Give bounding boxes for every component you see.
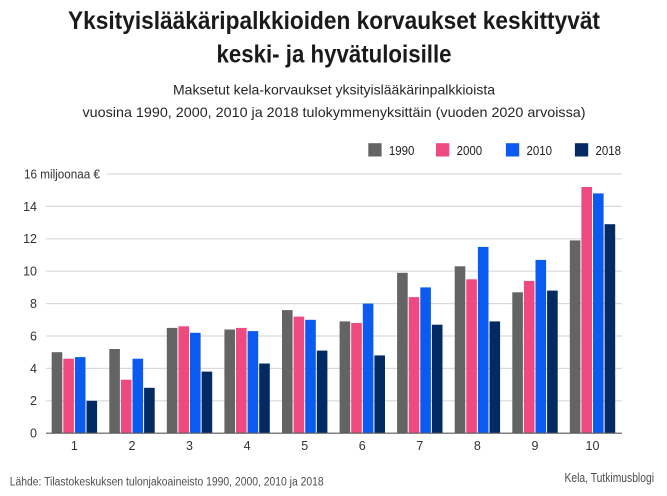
svg-text:1: 1 bbox=[71, 439, 78, 453]
svg-text:keski- ja hyvätuloisille: keski- ja hyvätuloisille bbox=[217, 40, 452, 68]
svg-text:8: 8 bbox=[30, 297, 37, 311]
svg-text:16 miljoonaa €: 16 miljoonaa € bbox=[24, 167, 100, 181]
svg-text:10: 10 bbox=[586, 439, 600, 453]
svg-text:6: 6 bbox=[359, 439, 366, 453]
svg-text:6: 6 bbox=[30, 329, 37, 343]
svg-text:vuosina 1990, 2000, 2010 ja 20: vuosina 1990, 2000, 2010 ja 2018 tulokym… bbox=[83, 104, 586, 120]
svg-text:5: 5 bbox=[301, 439, 308, 453]
svg-text:3: 3 bbox=[186, 439, 193, 453]
svg-text:2000: 2000 bbox=[457, 143, 483, 158]
svg-text:12: 12 bbox=[23, 232, 37, 246]
svg-text:2010: 2010 bbox=[527, 143, 553, 158]
svg-text:1990: 1990 bbox=[389, 143, 415, 158]
svg-text:0: 0 bbox=[30, 427, 37, 441]
svg-text:Maksetut kela-korvaukset yksit: Maksetut kela-korvaukset yksityislääkäri… bbox=[173, 82, 495, 98]
svg-text:9: 9 bbox=[532, 439, 539, 453]
svg-text:2: 2 bbox=[30, 394, 37, 408]
svg-text:4: 4 bbox=[30, 362, 37, 376]
svg-text:8: 8 bbox=[474, 439, 481, 453]
svg-text:14: 14 bbox=[23, 200, 37, 214]
svg-text:2: 2 bbox=[129, 439, 136, 453]
svg-text:10: 10 bbox=[23, 265, 37, 279]
svg-text:Yksityislääkäripalkkioiden kor: Yksityislääkäripalkkioiden korvaukset ke… bbox=[68, 7, 601, 35]
svg-text:7: 7 bbox=[416, 439, 423, 453]
svg-text:4: 4 bbox=[244, 439, 251, 453]
svg-text:2018: 2018 bbox=[596, 143, 622, 158]
svg-text:Kela, Tutkimusblogi: Kela, Tutkimusblogi bbox=[565, 471, 655, 485]
svg-text:Lähde: Tilastokeskuksen tulonj: Lähde: Tilastokeskuksen tulonjakoaineist… bbox=[10, 477, 324, 489]
